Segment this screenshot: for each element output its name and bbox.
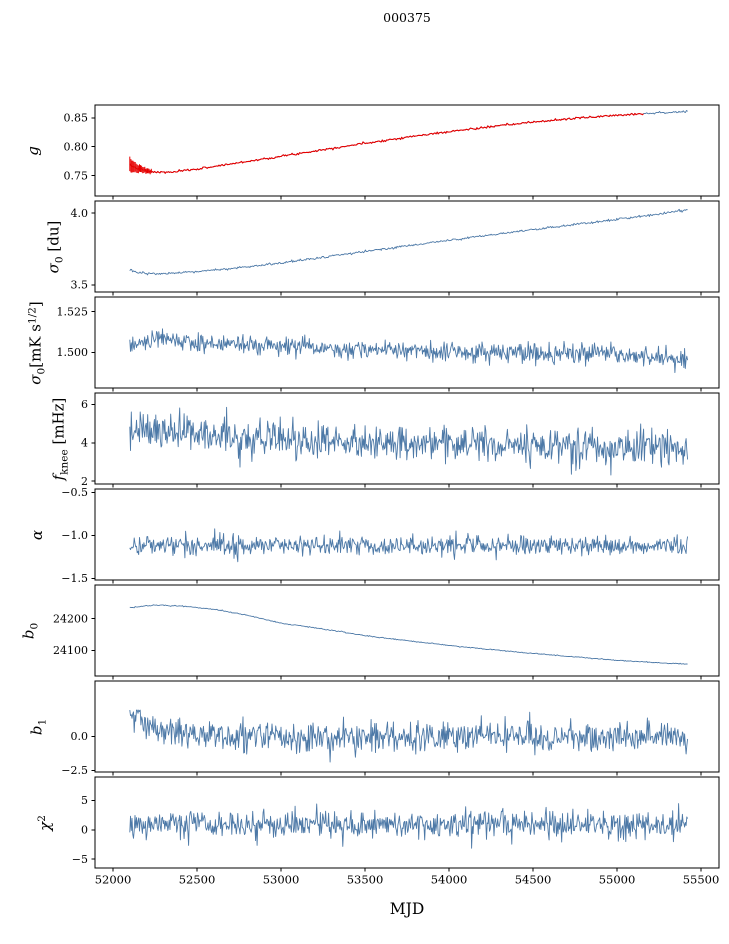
y-axis-label-b1: b1: [28, 718, 49, 734]
ylabel-segment: 1: [36, 718, 49, 726]
axes-spines: [94, 296, 720, 389]
y-tick-label: 0.85: [64, 112, 89, 125]
ylabel-segment: 0: [53, 255, 66, 263]
ylabel-segment: knee: [58, 448, 71, 475]
y-tick-label: −1.0: [61, 529, 88, 542]
y-tick-label: −0.5: [61, 486, 88, 499]
ylabel-segment: f: [49, 474, 68, 480]
y-axis-label-g: g: [24, 146, 42, 156]
ylabel-segment: g: [24, 145, 42, 156]
data-line: [129, 604, 688, 665]
panel-chi2: 5 0 −5 52000 52500 53000 53500 54000 54500 55000 5…: [72, 776, 720, 887]
series-group: [129, 604, 688, 665]
ylabel-segment: [du]: [44, 220, 63, 256]
axes-spines: [94, 200, 720, 293]
axes-spines: [94, 488, 720, 581]
axes-spines: [94, 104, 720, 197]
y-tick-label: 0.80: [64, 140, 89, 153]
ylabel-segment: [mHz]: [49, 397, 68, 449]
panel-sigma0-du: 3.5 4.0: [71, 200, 720, 296]
axes-spines: [94, 584, 720, 677]
x-tick-label: 52000: [95, 873, 132, 887]
x-tick-label: 55500: [683, 873, 720, 887]
data-line: [129, 110, 688, 174]
data-line: [129, 328, 689, 374]
ylabel-segment: α: [28, 529, 46, 540]
data-line: [129, 709, 689, 763]
y-tick-label: 2: [81, 475, 88, 488]
x-tick-label: 53500: [347, 873, 384, 887]
axes-spines: [94, 680, 720, 773]
series-group: [129, 328, 689, 374]
ylabel-segment: [mK s: [26, 323, 45, 368]
figure-title: 000375: [383, 10, 431, 25]
axes-spines: [94, 776, 720, 869]
ylabel-segment: ]: [26, 300, 45, 307]
panel-fknee: 2 4 6: [81, 392, 720, 488]
y-axis-label-chi2: χ2: [36, 815, 54, 831]
ylabel-segment: 0: [28, 622, 41, 630]
y-axis-label-fknee: fknee [mHz]: [50, 397, 71, 480]
series-group: [129, 406, 689, 476]
y-tick-label: 6: [81, 398, 88, 411]
ylabel-segment: b: [27, 725, 46, 735]
y-tick-label: 1.500: [57, 346, 89, 359]
series-group: [129, 709, 689, 763]
y-axis-label-alpha: α: [28, 529, 46, 539]
y-axis-label-sigma0-mks: σ0[mK s1/2]: [27, 301, 48, 384]
x-axis-label: MJD: [389, 900, 425, 918]
ylabel-segment: 2: [36, 814, 48, 822]
series-group: [129, 803, 689, 849]
panel-b0: 24100 24200: [53, 584, 720, 680]
ylabel-segment: b: [19, 629, 38, 639]
y-tick-label: −5: [72, 853, 88, 866]
y-axis-label-b0: b0: [20, 622, 41, 638]
y-tick-label: −1.5: [61, 572, 88, 585]
series-group: [129, 208, 688, 276]
y-tick-label: 0.75: [64, 169, 89, 182]
y-tick-label: 1.525: [57, 305, 89, 318]
y-tick-label: 24100: [53, 644, 88, 657]
x-tick-label: 54000: [431, 873, 468, 887]
y-tick-label: 3.5: [71, 279, 89, 292]
panel-alpha: −0.5 −1.0 −1.5: [61, 486, 720, 585]
ylabel-segment: 1/2: [26, 306, 39, 324]
y-tick-label: 5: [81, 794, 88, 807]
data-line: [129, 406, 689, 476]
y-tick-label: 24200: [53, 612, 88, 625]
y-axis-label-sigma0-du: σ0 [du]: [45, 220, 66, 273]
ylabel-segment: χ: [36, 821, 54, 831]
panel-sigma0-mks: 1.500 1.525: [57, 296, 720, 392]
ylabel-segment: σ: [44, 262, 63, 273]
data-line: [129, 528, 689, 563]
x-tick-label: 52500: [179, 873, 216, 887]
data-line: [129, 208, 688, 276]
ylabel-segment: σ: [26, 373, 45, 385]
model-line: [129, 112, 644, 174]
y-tick-label: −2.5: [61, 764, 88, 777]
x-tick-label: 53000: [263, 873, 300, 887]
ylabel-segment: 0: [35, 367, 48, 374]
x-tick-label: 55000: [599, 873, 636, 887]
axes-spines: [94, 392, 720, 485]
y-tick-label: 4: [81, 437, 88, 450]
data-line: [129, 803, 689, 849]
y-tick-label: 4.0: [71, 207, 89, 220]
x-tick-label: 54500: [515, 873, 552, 887]
panel-b1: 0.0 −2.5: [61, 680, 720, 777]
panel-g: 0.75 0.80 0.85: [64, 104, 720, 200]
y-tick-label: 0: [81, 824, 88, 837]
y-tick-label: 0.0: [71, 730, 89, 743]
series-group: [129, 110, 688, 175]
series-group: [129, 528, 689, 563]
